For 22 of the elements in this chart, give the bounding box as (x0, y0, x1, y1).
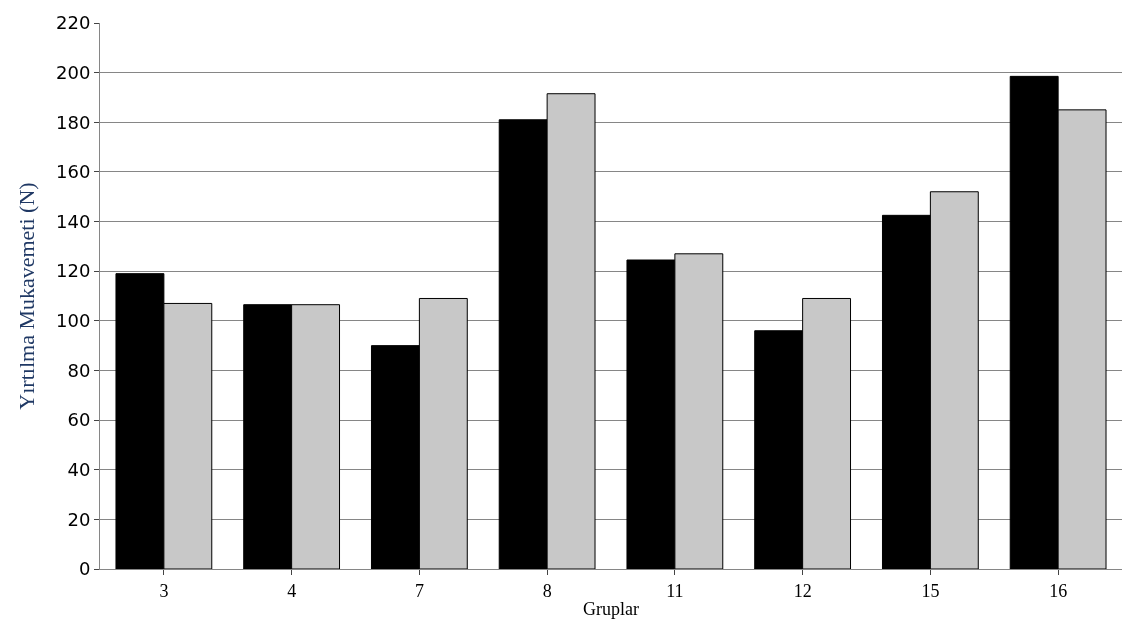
y-tick-label: 0 (78, 558, 91, 580)
y-tick-label: 220 (56, 12, 91, 34)
x-tick-label: 8 (542, 580, 552, 601)
x-tick-label: 12 (793, 580, 812, 601)
y-tick-label: 40 (67, 459, 91, 481)
y-tick-label: 180 (56, 111, 91, 133)
y-tick-label: 120 (56, 260, 91, 282)
y-tick-label: 20 (67, 508, 91, 530)
x-tick-label: 15 (921, 580, 940, 601)
x-tick-label: 7 (414, 580, 424, 601)
x-tick-label: 16 (1049, 580, 1068, 601)
y-tick-label: 200 (56, 61, 91, 83)
x-axis-title: Gruplar (583, 598, 639, 619)
x-tick-label: 3 (159, 580, 169, 601)
y-tick-label: 160 (56, 161, 91, 183)
y-tick-label: 100 (56, 310, 91, 332)
x-tick-label: 11 (666, 580, 684, 601)
y-tick-label: 140 (56, 210, 91, 232)
y-tick-label: 80 (67, 359, 91, 381)
x-tick-label: 4 (287, 580, 297, 601)
y-tick-label: 60 (67, 409, 91, 431)
y-axis-title: Yırtılma Mukavemeti (N) (13, 182, 39, 410)
